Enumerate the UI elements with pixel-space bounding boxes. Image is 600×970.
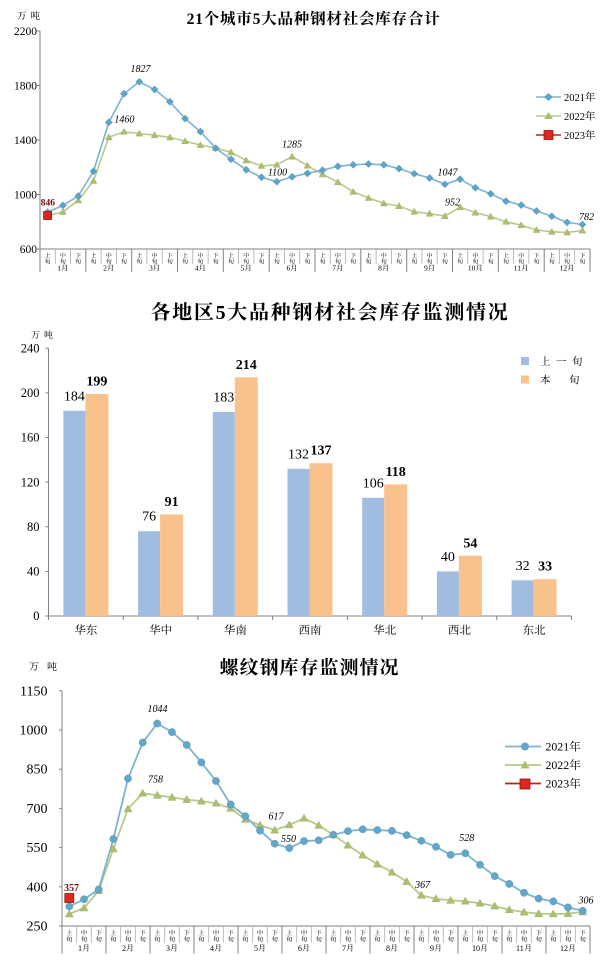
svg-text:8: 8 xyxy=(386,944,390,953)
svg-text:4: 4 xyxy=(210,944,214,953)
svg-text:1: 1 xyxy=(57,264,61,273)
svg-text:2: 2 xyxy=(103,264,107,273)
svg-text:5: 5 xyxy=(241,264,245,273)
svg-text:80: 80 xyxy=(27,520,40,534)
svg-text:21: 21 xyxy=(187,11,204,28)
svg-text:617: 617 xyxy=(269,812,285,823)
svg-text:1: 1 xyxy=(78,944,82,953)
svg-text:1460: 1460 xyxy=(114,115,134,126)
svg-text:184: 184 xyxy=(64,389,85,404)
svg-text:2021: 2021 xyxy=(564,93,585,104)
svg-text:1000: 1000 xyxy=(14,189,37,201)
svg-text:1047: 1047 xyxy=(438,168,459,179)
svg-text:199: 199 xyxy=(86,375,107,390)
svg-text:782: 782 xyxy=(579,212,594,223)
svg-text:3: 3 xyxy=(149,264,153,273)
svg-text:4: 4 xyxy=(195,264,199,273)
svg-text:40: 40 xyxy=(441,550,455,565)
svg-text:6: 6 xyxy=(298,944,302,953)
svg-text:8: 8 xyxy=(378,264,382,273)
svg-text:183: 183 xyxy=(213,390,234,405)
svg-text:11: 11 xyxy=(516,944,524,953)
svg-text:3: 3 xyxy=(166,944,170,953)
svg-text:367: 367 xyxy=(414,880,431,891)
svg-text:11: 11 xyxy=(514,264,521,273)
svg-text:200: 200 xyxy=(21,386,40,400)
svg-text:240: 240 xyxy=(21,342,40,356)
svg-text:550: 550 xyxy=(281,834,296,845)
svg-text:2022: 2022 xyxy=(546,758,570,772)
svg-text:1800: 1800 xyxy=(14,80,37,92)
svg-text:7: 7 xyxy=(332,264,336,273)
svg-text:1400: 1400 xyxy=(14,135,37,147)
svg-text:6: 6 xyxy=(287,264,291,273)
svg-text:2: 2 xyxy=(122,944,126,953)
svg-text:1000: 1000 xyxy=(20,724,48,739)
svg-text:1044: 1044 xyxy=(148,704,168,715)
svg-text:2021: 2021 xyxy=(546,740,570,754)
svg-text:550: 550 xyxy=(27,841,48,856)
svg-text:76: 76 xyxy=(142,510,156,525)
svg-text:118: 118 xyxy=(386,465,406,480)
svg-text:33: 33 xyxy=(538,560,552,575)
svg-text:12: 12 xyxy=(560,944,568,953)
svg-text:2023: 2023 xyxy=(546,777,570,791)
svg-text:2022: 2022 xyxy=(564,112,585,123)
svg-text:10: 10 xyxy=(472,944,480,953)
svg-text:1100: 1100 xyxy=(268,168,287,179)
svg-text:528: 528 xyxy=(459,833,474,844)
svg-text:1150: 1150 xyxy=(20,684,47,699)
svg-text:10: 10 xyxy=(468,264,476,273)
svg-text:40: 40 xyxy=(27,565,40,579)
svg-text:2023: 2023 xyxy=(564,131,585,142)
svg-text:846: 846 xyxy=(41,199,56,209)
svg-text:850: 850 xyxy=(27,763,48,778)
svg-text:5: 5 xyxy=(253,11,262,28)
svg-text:120: 120 xyxy=(21,475,40,489)
svg-text:9: 9 xyxy=(424,264,428,273)
svg-text:54: 54 xyxy=(463,536,477,551)
svg-text:12: 12 xyxy=(560,264,568,273)
svg-text:32: 32 xyxy=(516,559,530,574)
svg-text:160: 160 xyxy=(21,431,40,445)
svg-text:5: 5 xyxy=(216,302,228,324)
svg-text:2200: 2200 xyxy=(14,26,37,38)
svg-text:306: 306 xyxy=(578,896,594,907)
svg-text:5: 5 xyxy=(254,944,258,953)
svg-text:1285: 1285 xyxy=(282,140,302,151)
svg-text:758: 758 xyxy=(148,775,163,786)
svg-text:214: 214 xyxy=(236,358,257,373)
svg-text:9: 9 xyxy=(430,944,434,953)
svg-text:91: 91 xyxy=(165,495,179,510)
svg-text:400: 400 xyxy=(27,880,48,895)
svg-text:250: 250 xyxy=(27,920,48,935)
svg-text:600: 600 xyxy=(20,244,38,256)
svg-text:1827: 1827 xyxy=(131,64,152,75)
svg-text:0: 0 xyxy=(33,609,39,623)
svg-text:106: 106 xyxy=(363,476,384,491)
svg-text:137: 137 xyxy=(311,444,332,459)
svg-text:132: 132 xyxy=(288,447,309,462)
svg-text:700: 700 xyxy=(27,802,48,817)
svg-text:357: 357 xyxy=(64,883,79,894)
svg-text:7: 7 xyxy=(342,944,346,953)
svg-text:952: 952 xyxy=(445,198,460,209)
